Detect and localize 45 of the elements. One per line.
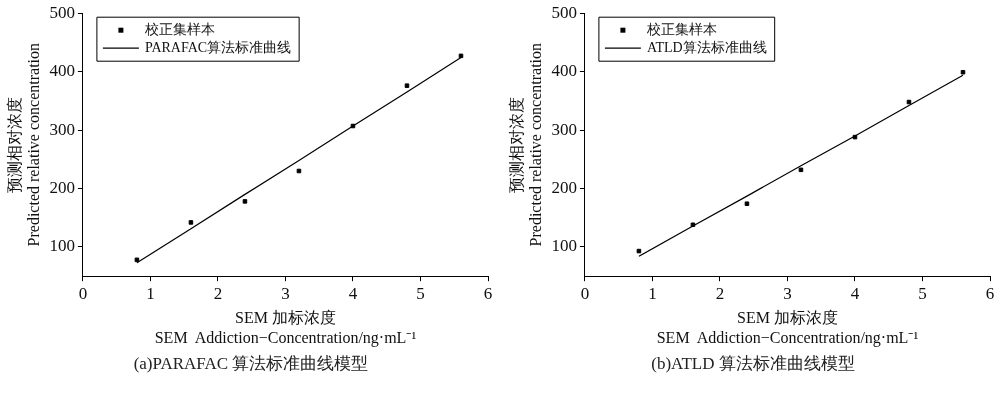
point — [798, 167, 804, 173]
x-tick-label: 1 — [648, 283, 657, 303]
point — [404, 83, 410, 88]
x-tick-label: 4 — [348, 283, 358, 303]
x-tick-label: 6 — [483, 283, 493, 303]
y-tick-label: 200 — [49, 178, 75, 197]
y-tick-label: 300 — [551, 119, 577, 139]
y-tick-label: 100 — [551, 236, 577, 256]
point — [188, 220, 194, 225]
x-axis-title: SEM 加标浓度 SEM Addiction−Concentration/ng·mL⁻¹ — [154, 309, 417, 347]
point — [458, 53, 464, 59]
y-tick-label: 500 — [551, 2, 577, 22]
x-tick-label: 0 — [580, 283, 590, 303]
x-tick-label: 5 — [918, 283, 927, 303]
point — [242, 199, 248, 204]
legend-label: 校正集样本 — [143, 21, 215, 37]
point — [852, 134, 858, 140]
y-axis-title: 预测相对浓度 Predicted relative concentration — [5, 42, 42, 247]
legend-label: ATLD算法标准曲线 — [646, 39, 767, 55]
y-tick-label: 100 — [49, 236, 75, 256]
point — [636, 248, 642, 254]
x-tick-label: 2 — [715, 283, 725, 303]
text: (a)PARAFAC 算法标准曲线模型 — [132, 353, 370, 375]
x-tick-label: 1 — [146, 283, 155, 303]
legend-label: 校正集样本 — [645, 21, 717, 37]
x-tick-label: 3 — [783, 283, 792, 303]
legend-label: PARAFAC算法标准曲线 — [144, 39, 292, 55]
point — [744, 201, 750, 206]
x-tick-label: 6 — [985, 283, 995, 303]
y-tick-label: 400 — [551, 61, 577, 81]
x-tick-label: 5 — [416, 283, 425, 303]
y-tick-label: 400 — [49, 61, 75, 81]
point — [134, 257, 140, 263]
point — [690, 222, 696, 228]
x-tick-label: 2 — [213, 283, 223, 303]
x-tick-label: 0 — [78, 283, 88, 303]
x-axis-title: SEM 加标浓度 SEM Addiction−Concentration/ng·mL⁻¹ — [656, 309, 919, 347]
x-tick-label: 3 — [281, 283, 290, 303]
y-tick-label: 200 — [551, 178, 577, 197]
x-tick-label: 4 — [850, 283, 860, 303]
text: (b)ATLD 算法标准曲线模型 — [650, 353, 856, 375]
point — [960, 69, 966, 75]
y-axis-title: 预测相对浓度 Predicted relative concentration — [507, 42, 544, 247]
y-tick-label: 500 — [49, 2, 75, 22]
y-tick-label: 300 — [49, 119, 75, 139]
